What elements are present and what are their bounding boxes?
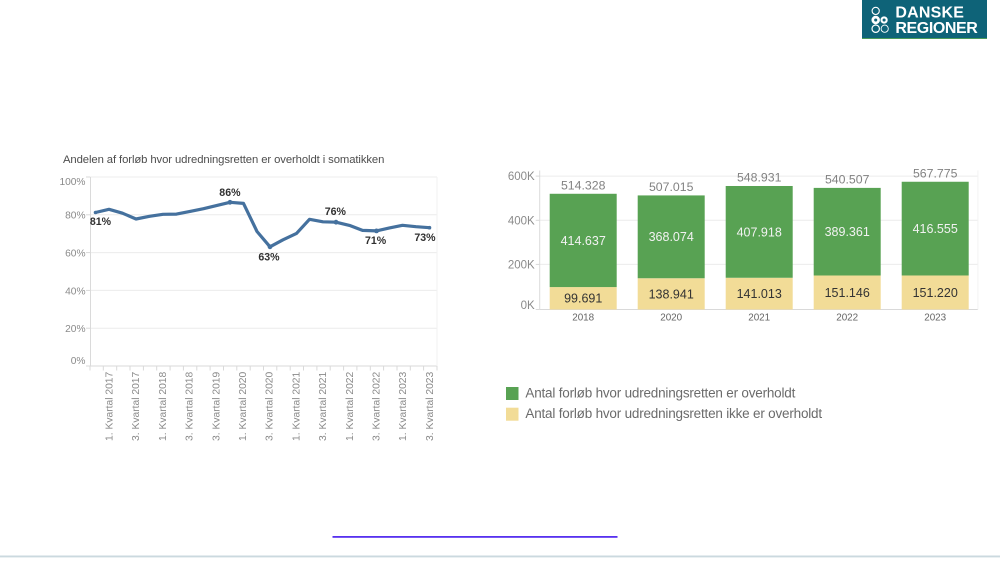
svg-text:2022: 2022 bbox=[836, 313, 858, 324]
svg-text:548.931: 548.931 bbox=[737, 171, 782, 185]
svg-text:368.074: 368.074 bbox=[649, 230, 694, 244]
svg-text:3. Kvartal 2017: 3. Kvartal 2017 bbox=[131, 371, 142, 441]
svg-text:1. Kvartal 2022: 1. Kvartal 2022 bbox=[345, 371, 356, 441]
svg-text:151.220: 151.220 bbox=[913, 286, 958, 300]
svg-text:3. Kvartal 2018: 3. Kvartal 2018 bbox=[185, 371, 196, 441]
svg-text:138.941: 138.941 bbox=[649, 287, 694, 301]
svg-text:73%: 73% bbox=[414, 232, 436, 244]
svg-text:86%: 86% bbox=[219, 187, 241, 199]
svg-text:Antal forløb hvor udredningsre: Antal forløb hvor udredningsretten er ov… bbox=[525, 386, 795, 401]
svg-text:2018: 2018 bbox=[572, 313, 594, 324]
svg-text:REGIONER: REGIONER bbox=[895, 20, 978, 37]
svg-text:1. Kvartal 2020: 1. Kvartal 2020 bbox=[238, 371, 249, 441]
svg-text:100%: 100% bbox=[59, 177, 85, 188]
svg-text:151.146: 151.146 bbox=[825, 286, 870, 300]
svg-text:40%: 40% bbox=[65, 286, 85, 297]
svg-text:514.328: 514.328 bbox=[561, 179, 606, 193]
svg-text:1. Kvartal 2021: 1. Kvartal 2021 bbox=[291, 371, 302, 441]
svg-text:3. Kvartal 2023: 3. Kvartal 2023 bbox=[425, 371, 436, 441]
svg-text:407.918: 407.918 bbox=[737, 225, 782, 239]
svg-text:567.775: 567.775 bbox=[913, 166, 958, 180]
svg-text:600K: 600K bbox=[508, 171, 535, 183]
svg-text:2021: 2021 bbox=[748, 313, 770, 324]
svg-text:76%: 76% bbox=[325, 206, 347, 218]
svg-text:Antal forløb hvor udredningsre: Antal forløb hvor udredningsretten ikke … bbox=[525, 406, 822, 421]
svg-text:63%: 63% bbox=[258, 251, 280, 263]
svg-text:2023: 2023 bbox=[924, 313, 946, 324]
svg-text:2020: 2020 bbox=[660, 313, 682, 324]
svg-text:20%: 20% bbox=[65, 324, 85, 335]
svg-text:DANSKE: DANSKE bbox=[895, 5, 964, 22]
svg-text:60%: 60% bbox=[65, 249, 85, 260]
svg-text:141.013: 141.013 bbox=[737, 287, 782, 301]
svg-text:0%: 0% bbox=[71, 356, 86, 367]
svg-text:1. Kvartal 2018: 1. Kvartal 2018 bbox=[158, 371, 169, 441]
svg-text:1. Kvartal 2023: 1. Kvartal 2023 bbox=[398, 371, 409, 441]
svg-text:71%: 71% bbox=[365, 235, 387, 247]
svg-text:3. Kvartal 2021: 3. Kvartal 2021 bbox=[318, 371, 329, 441]
svg-text:416.555: 416.555 bbox=[913, 222, 958, 236]
svg-text:Andelen af forløb hvor udredni: Andelen af forløb hvor udredningsretten … bbox=[63, 154, 384, 166]
svg-text:3. Kvartal 2020: 3. Kvartal 2020 bbox=[265, 371, 276, 441]
svg-text:414.637: 414.637 bbox=[561, 234, 606, 248]
svg-text:200K: 200K bbox=[508, 259, 535, 271]
svg-text:1. Kvartal 2017: 1. Kvartal 2017 bbox=[105, 371, 116, 441]
svg-text:99.691: 99.691 bbox=[564, 292, 602, 306]
svg-text:81%: 81% bbox=[90, 216, 112, 228]
svg-text:3. Kvartal 2022: 3. Kvartal 2022 bbox=[372, 371, 383, 441]
svg-text:389.361: 389.361 bbox=[825, 225, 870, 239]
svg-text:0K: 0K bbox=[521, 300, 535, 312]
svg-text:80%: 80% bbox=[65, 211, 85, 222]
svg-text:507.015: 507.015 bbox=[649, 180, 694, 194]
svg-text:400K: 400K bbox=[508, 215, 535, 227]
svg-text:3. Kvartal 2019: 3. Kvartal 2019 bbox=[211, 371, 222, 441]
svg-text:540.507: 540.507 bbox=[825, 173, 870, 187]
